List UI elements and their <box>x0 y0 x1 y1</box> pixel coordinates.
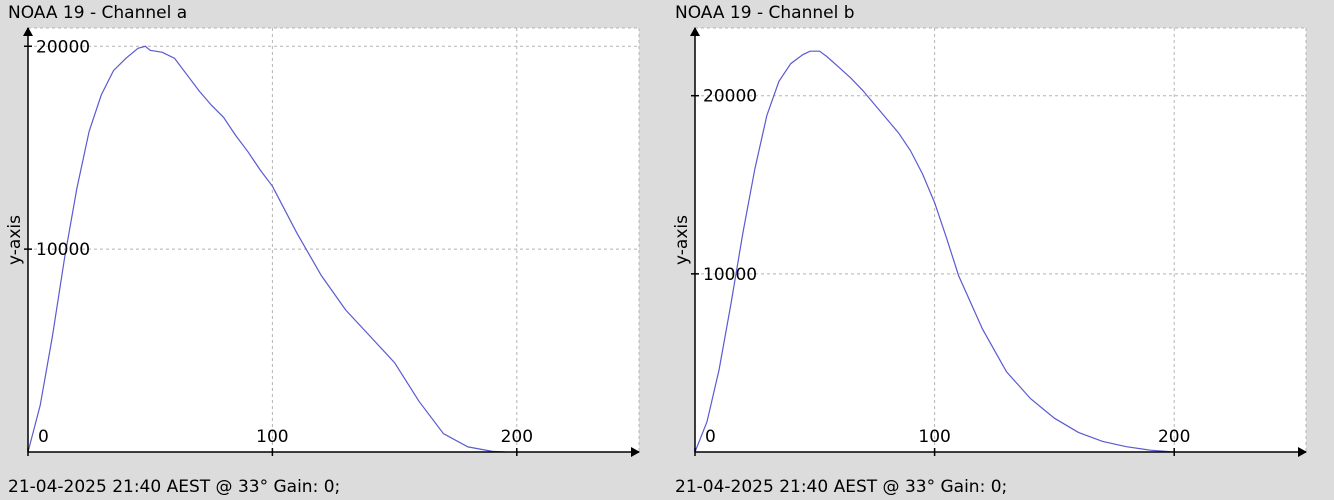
x-tick-label: 0 <box>705 427 716 447</box>
plot-area <box>695 28 1306 452</box>
y-tick-label: 10000 <box>703 265 757 285</box>
x-tick-label: 200 <box>501 427 533 447</box>
line-chart-channel-b: 0 100 200 10000 20000 y-axis <box>672 27 1307 457</box>
y-tick-label: 20000 <box>703 87 757 107</box>
y-axis-arrow <box>690 27 700 36</box>
series-line <box>694 50 1175 453</box>
chart-title: NOAA 19 - Channel b <box>675 3 855 23</box>
line-chart-channel-a: 0 100 200 10000 20000 y-axis <box>5 27 640 457</box>
y-tick-label: 10000 <box>36 240 90 260</box>
chart-title: NOAA 19 - Channel a <box>8 3 188 23</box>
chart-panel-channel-b: NOAA 19 - Channel b 0 100 200 10000 20000 y-a… <box>667 0 1334 500</box>
x-axis-arrow <box>631 447 640 457</box>
x-tick-label: 100 <box>256 427 288 447</box>
series-line <box>27 45 505 453</box>
chart-footer-status: 21-04-2025 21:40 AEST @ 33° Gain: 0; <box>8 477 341 497</box>
chart-footer-status: 21-04-2025 21:40 AEST @ 33° Gain: 0; <box>675 477 1008 497</box>
y-axis-label: y-axis <box>5 215 25 265</box>
y-tick-label: 20000 <box>36 37 90 57</box>
chart-panel-channel-a: NOAA 19 - Channel a 0 100 200 10000 20000 y-a… <box>5 3 640 497</box>
y-axis-arrow <box>23 27 33 36</box>
x-axis-arrow <box>1298 447 1307 457</box>
y-axis-label: y-axis <box>672 215 692 265</box>
x-tick-label: 100 <box>918 427 950 447</box>
plot-area <box>28 28 639 452</box>
x-tick-label: 0 <box>38 427 49 447</box>
x-tick-label: 200 <box>1158 427 1190 447</box>
